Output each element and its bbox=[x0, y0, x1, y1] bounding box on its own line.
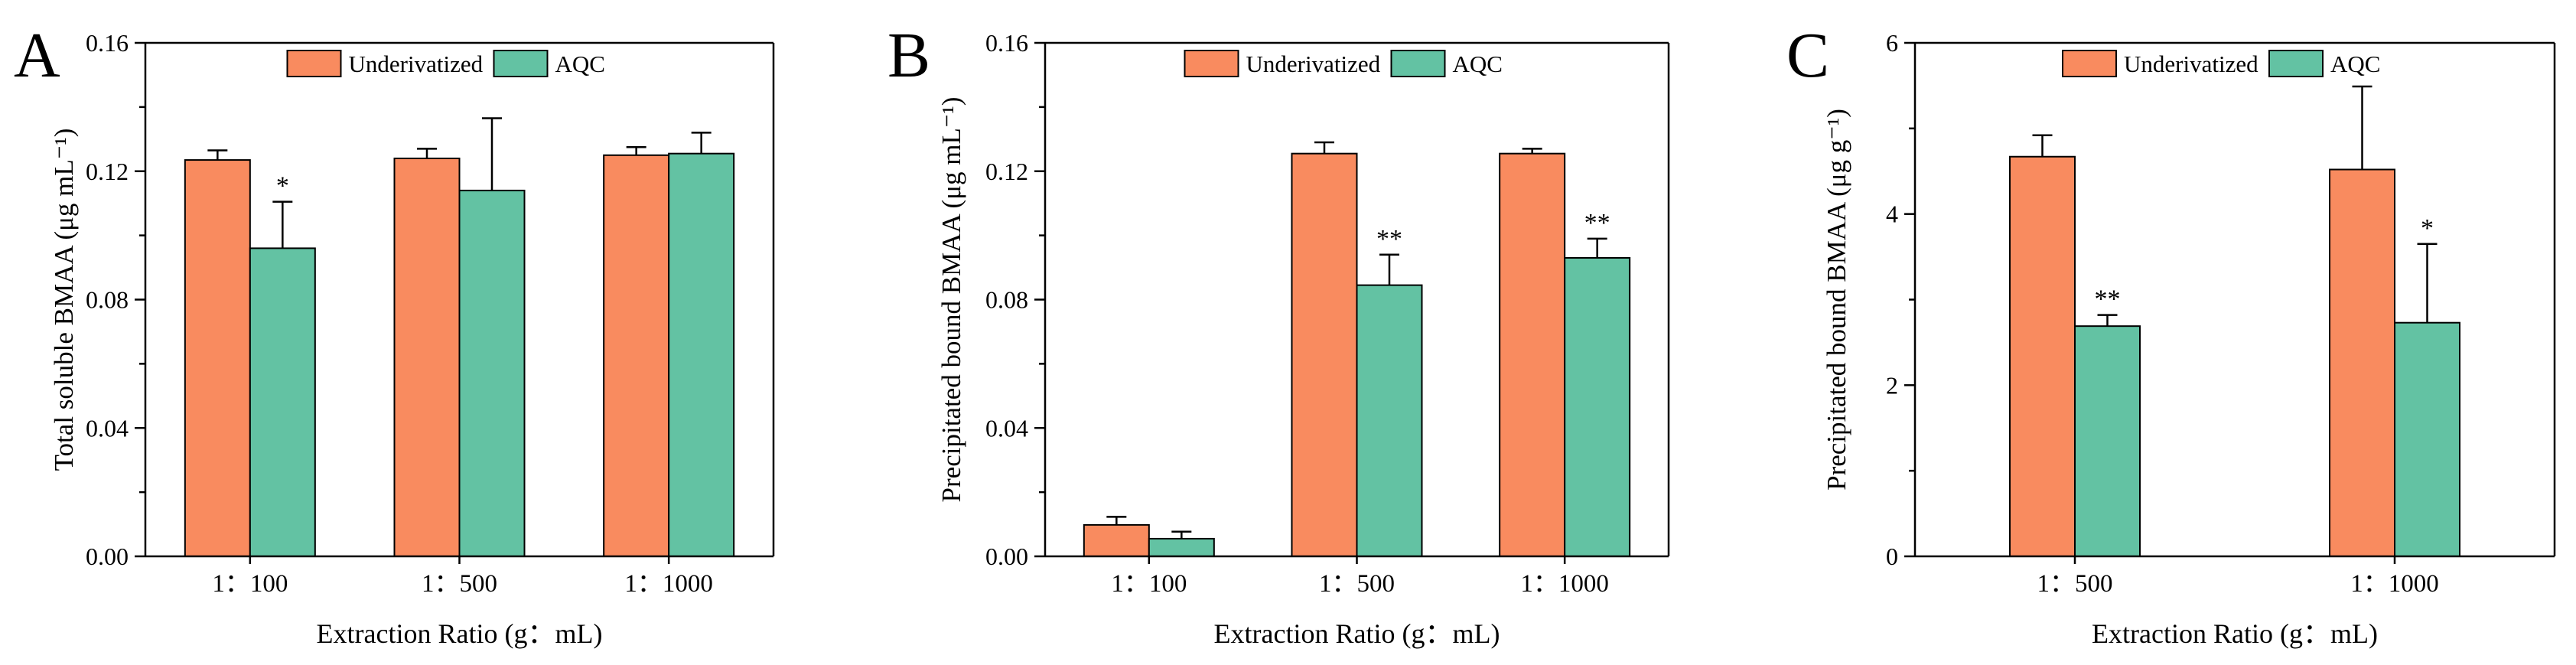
bar-aqc-2 bbox=[458, 189, 526, 557]
y-tick-label: 0.04 bbox=[86, 414, 129, 442]
y-tick-label: 0.00 bbox=[985, 543, 1028, 570]
legend-label-aqc: AQC bbox=[2330, 51, 2380, 77]
legend-swatch-aqc bbox=[1390, 50, 1446, 77]
x-axis-label: Extraction Ratio (g：mL) bbox=[317, 618, 603, 649]
y-axis-label: Precipitated bound BMAA (μg g⁻¹) bbox=[1822, 109, 1851, 491]
bar-underivatized-1 bbox=[184, 159, 251, 557]
y-tick-label: 0 bbox=[1886, 543, 1898, 570]
y-axis-label: Precipitated bound BMAA (μg mL⁻¹) bbox=[936, 97, 966, 503]
legend-swatch-underivatized bbox=[286, 50, 342, 77]
bar-underivatized-3 bbox=[1499, 152, 1566, 557]
panel-label: C bbox=[1786, 20, 1829, 91]
y-tick-label: 0.12 bbox=[985, 158, 1028, 185]
x-tick-label: 1：1000 bbox=[2350, 570, 2439, 598]
legend-label-aqc: AQC bbox=[555, 51, 605, 77]
significance-mark: ** bbox=[2095, 285, 2121, 314]
y-tick-label: 0.00 bbox=[86, 543, 129, 570]
x-tick-label: 1：100 bbox=[212, 570, 288, 598]
x-tick-label: 1：1000 bbox=[1520, 570, 1609, 598]
significance-mark: * bbox=[2421, 214, 2434, 243]
x-axis-label: Extraction Ratio (g：mL) bbox=[1214, 618, 1500, 649]
panel-label: B bbox=[887, 20, 930, 91]
legend: Underivatized AQC bbox=[286, 50, 605, 77]
x-tick-label: 1：500 bbox=[422, 570, 497, 598]
bar-aqc-3 bbox=[1564, 256, 1631, 557]
legend: Underivatized AQC bbox=[2062, 50, 2380, 77]
bar-aqc-1 bbox=[249, 247, 316, 557]
significance-mark: * bbox=[276, 172, 289, 200]
bar-underivatized-1 bbox=[2009, 155, 2076, 557]
legend-swatch-underivatized bbox=[2062, 50, 2117, 77]
bar-aqc-1 bbox=[2074, 325, 2141, 557]
bar-aqc-1 bbox=[1148, 537, 1215, 558]
legend: Underivatized AQC bbox=[1184, 50, 1503, 77]
legend-swatch-aqc bbox=[2268, 50, 2324, 77]
significance-mark: ** bbox=[1376, 225, 1402, 253]
legend-swatch-underivatized bbox=[1184, 50, 1239, 77]
bar-aqc-3 bbox=[668, 152, 735, 557]
y-tick-label: 0.12 bbox=[86, 158, 129, 185]
x-tick-label: 1：100 bbox=[1111, 570, 1187, 598]
y-tick-label: 0.16 bbox=[86, 29, 129, 57]
bar-underivatized-2 bbox=[1291, 152, 1358, 557]
panel-b: B ** ** 0.00 0.04 0.08 0.12 0.16 1：100 1：500 1：100… bbox=[887, 20, 1670, 649]
legend-label-aqc: AQC bbox=[1453, 51, 1503, 77]
bar-underivatized-1 bbox=[1083, 523, 1150, 557]
bar-aqc-2 bbox=[1356, 284, 1423, 557]
y-tick-label: 4 bbox=[1886, 200, 1898, 228]
x-tick-label: 1：1000 bbox=[624, 570, 713, 598]
y-tick-label: 6 bbox=[1886, 29, 1898, 57]
panel-a: A * 0.00 0.04 0.08 0.12 0.16 1：100 1：500 1：1000 Ex… bbox=[14, 20, 775, 649]
bar-aqc-2 bbox=[2394, 321, 2460, 557]
x-tick-label: 1：500 bbox=[2037, 570, 2113, 598]
panel-label: A bbox=[14, 20, 60, 91]
bar-underivatized-3 bbox=[603, 154, 670, 557]
y-tick-label: 0.04 bbox=[985, 414, 1028, 442]
bar-underivatized-2 bbox=[2329, 168, 2395, 557]
significance-mark: ** bbox=[1584, 209, 1610, 237]
bar-underivatized-2 bbox=[393, 157, 461, 558]
y-axis-label: Total soluble BMAA (μg mL⁻¹) bbox=[49, 129, 79, 471]
y-tick-label: 2 bbox=[1886, 371, 1898, 399]
legend-label-underivatized: Underivatized bbox=[349, 51, 484, 77]
y-tick-label: 0.08 bbox=[86, 286, 129, 314]
y-tick-label: 0.16 bbox=[985, 29, 1028, 57]
legend-swatch-aqc bbox=[493, 50, 549, 77]
y-tick-label: 0.08 bbox=[985, 286, 1028, 314]
x-axis-label: Extraction Ratio (g：mL) bbox=[2092, 618, 2378, 649]
x-tick-label: 1：500 bbox=[1319, 570, 1395, 598]
legend-label-underivatized: Underivatized bbox=[2124, 51, 2258, 77]
legend-label-underivatized: Underivatized bbox=[1246, 51, 1381, 77]
